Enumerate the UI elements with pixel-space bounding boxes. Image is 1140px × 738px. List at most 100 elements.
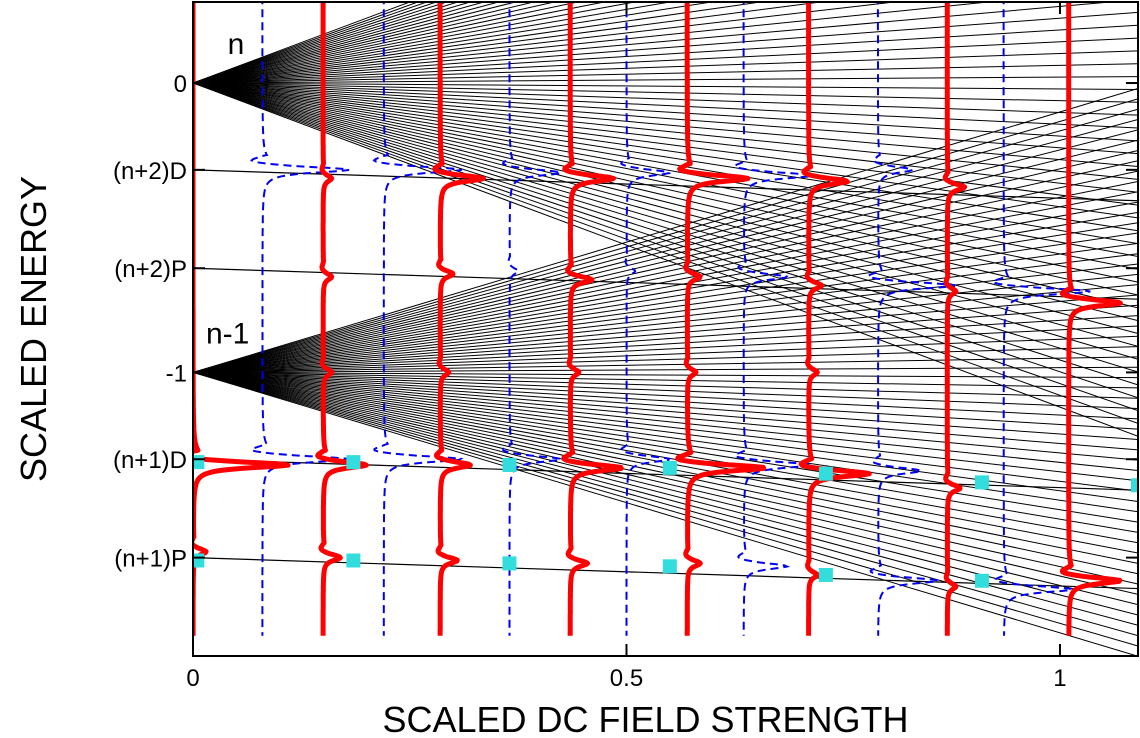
manifold-line — [193, 371, 1138, 513]
manifold-line — [193, 82, 1138, 270]
manifold-line — [193, 82, 1138, 424]
manifold-line — [193, 273, 1138, 373]
data-marker — [193, 553, 205, 568]
manifold-line — [193, 76, 1138, 84]
manifold-line — [193, 2, 429, 84]
manifold-line — [193, 371, 1138, 379]
y-tick-label: (n+2)D — [113, 158, 187, 185]
manifold-line — [193, 371, 1138, 471]
solid-trace — [315, 2, 369, 638]
data-marker — [662, 460, 677, 475]
manifold-line — [193, 82, 1138, 232]
dashed-trace — [733, 2, 816, 636]
manifold-line — [193, 160, 1138, 373]
manifold-line — [193, 82, 1138, 180]
manifold-line — [193, 211, 1138, 373]
manifold-line — [193, 82, 1138, 283]
manifold-line — [193, 82, 1138, 219]
manifold-line — [193, 371, 1138, 461]
x-tick-label: 1 — [1053, 665, 1066, 692]
manifold-line — [193, 82, 1138, 129]
manifold-line — [193, 371, 1138, 606]
manifold-line — [193, 371, 1138, 637]
manifold-line — [193, 82, 1138, 155]
annotations: n n-1 — [206, 28, 249, 350]
manifold-line — [193, 129, 1138, 373]
manifold-line — [193, 371, 1138, 502]
manifold-line — [193, 2, 460, 84]
manifold-line — [193, 2, 486, 84]
manifold-line — [193, 2, 518, 84]
manifold-line — [193, 82, 1138, 309]
solid-trace — [798, 2, 872, 638]
manifold-line — [193, 371, 1138, 389]
manifold-line — [193, 294, 1138, 373]
manifold-line — [193, 82, 1138, 257]
manifold-line — [193, 371, 1138, 656]
x-axis-title: SCALED DC FIELD STRENGTH — [382, 699, 908, 738]
manifold-line — [193, 2, 899, 84]
manifold-n — [193, 2, 1138, 437]
manifold-line — [193, 149, 1138, 373]
manifold-line — [193, 356, 1138, 373]
manifold-line — [193, 82, 1138, 206]
manifold-line — [193, 82, 1138, 245]
manifold-line — [193, 366, 1138, 373]
manifold-line — [193, 82, 1138, 412]
manifold-line — [193, 242, 1138, 373]
manifold-line — [193, 119, 1138, 373]
manifold-line — [193, 2, 473, 84]
manifold-line — [193, 371, 1138, 399]
manifold-line — [193, 201, 1138, 373]
annotation-label: n — [228, 28, 245, 61]
data-marker — [193, 455, 205, 470]
data-marker — [502, 458, 517, 473]
manifold-line — [193, 325, 1138, 373]
manifold-line — [193, 2, 420, 84]
manifold-line — [193, 371, 1138, 626]
level-line — [193, 267, 1138, 300]
manifold-line — [193, 82, 1138, 322]
y-tick-label: 0 — [174, 71, 187, 98]
manifold-line — [193, 24, 1138, 84]
annotation-label: n-1 — [206, 317, 249, 350]
manifold-line — [193, 371, 1138, 410]
manifold-line — [193, 82, 1138, 437]
manifold-line — [193, 371, 1138, 441]
y-tick-label: (n+1)D — [113, 447, 187, 474]
markers — [193, 455, 1138, 588]
solid-trace — [432, 2, 486, 638]
manifold-line — [193, 82, 1138, 142]
dashed-trace — [867, 2, 956, 636]
solid-trace — [675, 2, 767, 638]
manifold-line — [193, 371, 1138, 595]
manifold-line — [193, 2, 638, 84]
data-marker — [818, 567, 833, 582]
manifold-line — [193, 371, 1138, 523]
manifold-line — [193, 253, 1138, 373]
manifold-line — [193, 284, 1138, 373]
manifold-line — [193, 37, 1138, 84]
manifold-line — [193, 63, 1138, 84]
manifold-line — [193, 11, 1138, 84]
dashed-trace — [501, 2, 564, 636]
data-marker — [818, 466, 833, 481]
manifold-line — [193, 2, 449, 84]
x-tick-label: 0 — [186, 665, 199, 692]
manifold-line — [193, 2, 438, 84]
manifold-line — [193, 263, 1138, 373]
manifold-line — [193, 82, 1138, 347]
level-line — [193, 169, 1138, 202]
manifold-line — [193, 371, 1138, 585]
manifold-line — [193, 50, 1138, 84]
manifold-line — [193, 371, 1138, 430]
manifold-line — [193, 2, 580, 84]
manifold-line — [193, 232, 1138, 373]
data-marker — [346, 455, 361, 470]
manifold-line — [193, 108, 1138, 373]
manifold-line — [193, 2, 536, 84]
manifold-line — [193, 2, 765, 84]
manifold-line — [193, 222, 1138, 373]
dashed-trace — [372, 2, 464, 636]
manifold-line — [193, 2, 607, 84]
